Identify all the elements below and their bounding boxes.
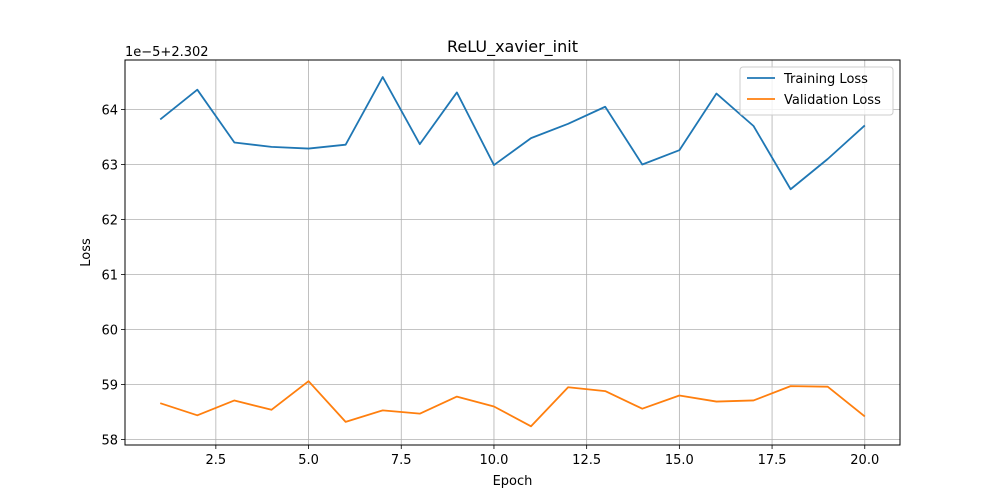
y-tick-label-1: 59 xyxy=(101,379,118,394)
series-line-validation-loss xyxy=(159,380,866,428)
x-tick-label-3: 10.0 xyxy=(479,453,508,468)
y-tick-label-3: 61 xyxy=(101,269,118,284)
x-tick-label-1: 5.0 xyxy=(298,453,319,468)
legend-label-training-loss: Training Loss xyxy=(783,72,868,87)
x-tick-label-5: 15.0 xyxy=(665,453,694,468)
y-tick-label-0: 58 xyxy=(101,434,118,449)
legend-box xyxy=(739,66,894,116)
x-tick-label-2: 7.5 xyxy=(391,453,412,468)
plot-frame xyxy=(124,59,901,446)
y-axis-label: Loss xyxy=(79,238,94,267)
legend: Training Loss Validation Loss xyxy=(739,66,894,116)
x-tick-label-0: 2.5 xyxy=(206,453,227,468)
x-axis-label: Epoch xyxy=(493,474,533,489)
legend-label-validation-loss: Validation Loss xyxy=(784,93,881,108)
series-line-training-loss xyxy=(159,76,866,191)
x-axis-ticks: 2.5 5.0 7.5 10.0 12.5 15.0 17.5 20.0 xyxy=(206,445,879,468)
x-tick-label-6: 17.5 xyxy=(758,453,787,468)
x-tick-label-7: 20.0 xyxy=(850,453,879,468)
x-tick-label-4: 12.5 xyxy=(572,453,601,468)
y-tick-label-2: 60 xyxy=(101,324,118,339)
y-tick-label-6: 64 xyxy=(101,104,118,119)
y-tick-label-4: 62 xyxy=(101,214,118,229)
y-tick-label-5: 63 xyxy=(101,159,118,174)
chart-title: ReLU_xavier_init xyxy=(447,37,578,57)
y-axis-offset-label: 1e−5+2.302 xyxy=(125,45,209,60)
y-axis-ticks: 58 59 60 61 62 63 64 xyxy=(101,104,125,449)
series-lines xyxy=(159,76,866,428)
grid xyxy=(125,60,900,445)
